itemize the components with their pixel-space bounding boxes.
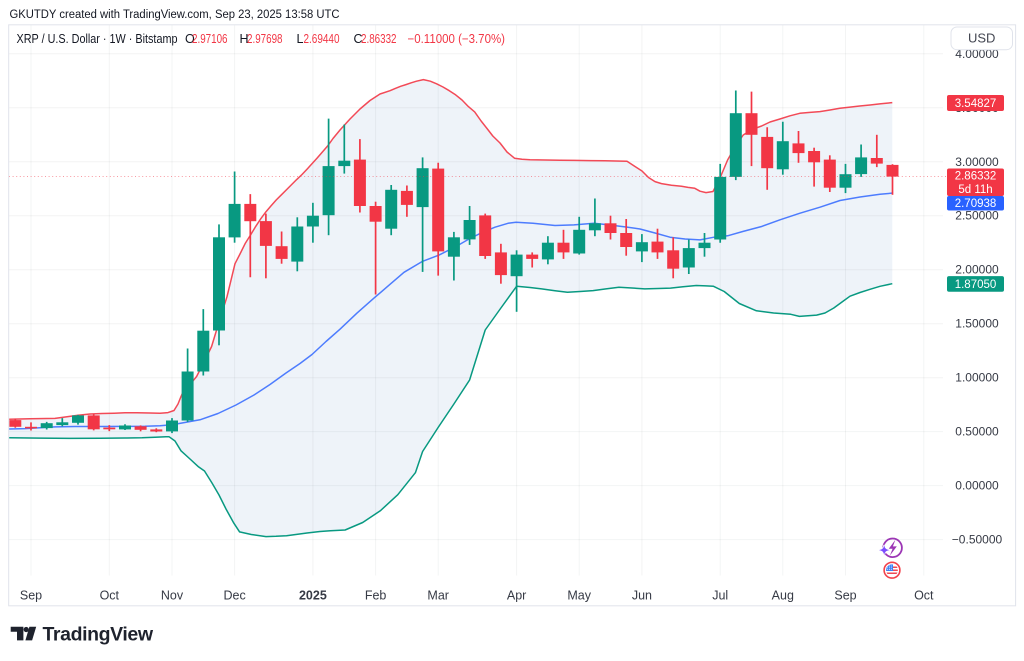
svg-text:May: May: [567, 589, 591, 603]
svg-text:−0.11000 (−3.70%): −0.11000 (−3.70%): [408, 32, 506, 46]
svg-text:2025: 2025: [299, 589, 327, 603]
svg-text:2.50000: 2.50000: [955, 209, 999, 223]
svg-text:Mar: Mar: [427, 589, 449, 603]
svg-text:2.97106: 2.97106: [192, 32, 228, 46]
svg-text:0.00000: 0.00000: [955, 479, 999, 493]
svg-text:2.00000: 2.00000: [955, 263, 999, 277]
svg-text:2.86332: 2.86332: [955, 170, 997, 182]
svg-text:2.97698: 2.97698: [247, 32, 283, 46]
svg-text:TradingView: TradingView: [43, 624, 154, 646]
svg-text:GKUTDY created with TradingVie: GKUTDY created with TradingView.com, Sep…: [10, 9, 340, 21]
svg-text:Sep: Sep: [834, 589, 856, 603]
svg-text:Oct: Oct: [100, 589, 120, 603]
svg-text:2.70938: 2.70938: [955, 198, 997, 210]
svg-text:XRP / U.S. Dollar · 1W · Bitst: XRP / U.S. Dollar · 1W · Bitstamp: [17, 32, 178, 46]
svg-text:Aug: Aug: [772, 589, 794, 603]
svg-text:3.00000: 3.00000: [955, 155, 999, 169]
svg-text:Oct: Oct: [914, 589, 934, 603]
svg-text:Dec: Dec: [223, 589, 245, 603]
svg-text:Apr: Apr: [507, 589, 526, 603]
svg-text:USD: USD: [968, 31, 995, 46]
svg-text:C: C: [354, 32, 363, 46]
svg-text:Sep: Sep: [20, 589, 42, 603]
svg-text:Jul: Jul: [712, 589, 728, 603]
svg-text:2.86332: 2.86332: [361, 32, 397, 46]
svg-text:0.50000: 0.50000: [955, 425, 999, 439]
svg-text:H: H: [240, 32, 249, 46]
svg-text:5d 11h: 5d 11h: [958, 184, 992, 196]
svg-text:3.54827: 3.54827: [955, 98, 997, 110]
svg-text:Nov: Nov: [161, 589, 184, 603]
svg-text:−0.50000: −0.50000: [952, 533, 1003, 547]
svg-text:O: O: [185, 32, 195, 46]
svg-text:1.00000: 1.00000: [955, 371, 999, 385]
svg-text:1.50000: 1.50000: [955, 317, 999, 331]
svg-text:1.87050: 1.87050: [955, 279, 997, 291]
svg-text:L: L: [297, 32, 304, 46]
svg-text:Jun: Jun: [632, 589, 652, 603]
svg-text:4.00000: 4.00000: [955, 47, 999, 61]
svg-text:2.69440: 2.69440: [304, 32, 340, 46]
svg-text:Feb: Feb: [365, 589, 387, 603]
